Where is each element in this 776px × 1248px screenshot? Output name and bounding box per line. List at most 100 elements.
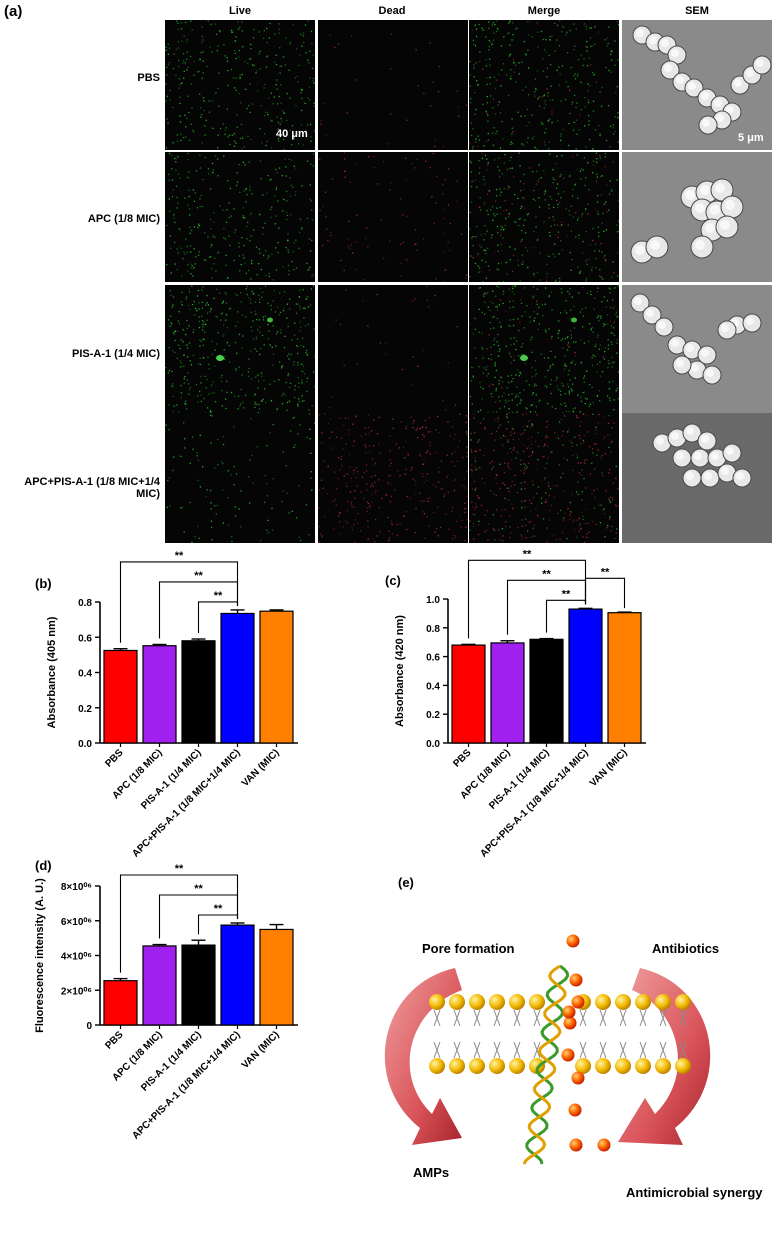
lipid-head — [529, 1058, 545, 1074]
image-merge-row4 — [469, 413, 619, 543]
significance-bracket — [584, 577, 626, 609]
lipid-head — [615, 994, 631, 1010]
lipid-head — [635, 994, 651, 1010]
lipid-tail — [536, 1041, 541, 1059]
y-tick-label: 0.4 — [426, 681, 440, 692]
lipid-tail — [682, 1041, 687, 1059]
antibiotic-molecule — [566, 934, 580, 948]
lipid-tail — [602, 1041, 607, 1059]
y-tick-label: 0.0 — [426, 739, 440, 750]
lipid-tail — [622, 1041, 627, 1059]
significance-label: ** — [194, 883, 203, 895]
bar-b-4 — [259, 610, 294, 744]
significance-bracket — [197, 914, 239, 935]
y-tick-label: 2×10⁰⁶ — [61, 986, 92, 997]
significance-label: ** — [562, 588, 571, 600]
lipid-head — [615, 1058, 631, 1074]
y-tick-label: 0.8 — [78, 598, 92, 609]
col-header-merge: Merge — [527, 5, 561, 17]
bar-d-3 — [220, 924, 255, 1026]
row-label-pbs: PBS — [137, 72, 160, 84]
bar-c-0 — [451, 644, 486, 744]
antibiotic-molecule — [569, 1138, 583, 1152]
lipid-head — [509, 1058, 525, 1074]
image-sem-row2 — [622, 152, 772, 282]
significance-label: ** — [542, 568, 551, 580]
scale-bar-sem: 5 μm — [738, 132, 764, 144]
image-live-row3 — [165, 285, 315, 415]
lipid-head — [489, 994, 505, 1010]
antibiotic-molecule — [562, 1005, 576, 1019]
image-merge-row1 — [469, 20, 619, 150]
y-tick-label: 6×10⁰⁶ — [61, 917, 92, 928]
lipid-tail — [582, 1009, 587, 1027]
image-dead-row1 — [318, 20, 468, 150]
image-dead-row3 — [318, 285, 468, 415]
lipid-head — [675, 994, 691, 1010]
significance-label: ** — [523, 548, 532, 560]
image-live-row1 — [165, 20, 315, 150]
lipid-head — [529, 994, 545, 1010]
lipid-head — [595, 994, 611, 1010]
lipid-tail — [622, 1009, 627, 1027]
right-curved-arrow — [618, 968, 711, 1145]
lipid-tail — [456, 1009, 461, 1027]
amps-label: AMPs — [413, 1165, 450, 1180]
col-header-dead: Dead — [378, 5, 406, 17]
panel-d-label: (d) — [35, 858, 52, 873]
lipid-tail — [496, 1041, 501, 1059]
lipid-tail — [662, 1041, 667, 1059]
antibiotic-molecule — [569, 973, 583, 987]
y-tick-label: 0.0 — [78, 739, 92, 750]
pore-formation-label: Pore formation — [422, 941, 515, 956]
antibiotic-molecule — [568, 1103, 582, 1117]
y-tick-label: 0.8 — [426, 624, 440, 635]
significance-label: ** — [175, 863, 184, 875]
y-axis-label: Absorbance (405 nm) — [46, 616, 58, 728]
panel-c-label: (c) — [385, 573, 401, 588]
lipid-tail — [582, 1041, 587, 1059]
image-live-row2 — [165, 152, 315, 282]
image-merge-row3 — [469, 285, 619, 415]
significance-bracket — [158, 894, 239, 939]
image-live-row4 — [165, 413, 315, 543]
bar-c-2 — [529, 638, 564, 744]
y-tick-label: 0.6 — [426, 653, 440, 664]
helix-strand-yellow — [522, 964, 567, 1165]
y-axis-label: Fluorescence intensity (A. U.) — [34, 878, 46, 1033]
lipid-tail — [682, 1009, 687, 1027]
antibiotics-label: Antibiotics — [652, 941, 720, 956]
lipid-tail — [476, 1041, 481, 1059]
lipid-head — [635, 1058, 651, 1074]
scale-bar-fluorescence: 40 μm — [276, 128, 308, 140]
image-dead-row2 — [318, 152, 468, 282]
lipid-head — [469, 994, 485, 1010]
y-tick-label: 4×10⁰⁶ — [61, 952, 92, 963]
chart-d: (d) 0 2×10⁰⁶ 4×10⁰⁶ 6×10⁰⁶ 8×10⁰⁶ Fluorescence… — [34, 858, 298, 1142]
significance-label: ** — [194, 570, 203, 582]
panel-a-label: (a) — [4, 3, 23, 20]
y-tick-label: 0.6 — [78, 633, 92, 644]
lipid-head — [489, 1058, 505, 1074]
significance-label: ** — [214, 903, 223, 915]
lipid-tail — [496, 1009, 501, 1027]
lipid-tail — [456, 1041, 461, 1059]
significance-label: ** — [175, 550, 184, 562]
col-header-live: Live — [228, 5, 251, 17]
lipid-tail — [476, 1009, 481, 1027]
lipid-head — [655, 1058, 671, 1074]
helix-strand-green — [525, 964, 570, 1165]
antibiotic-molecule — [571, 1071, 585, 1085]
lipid-head — [575, 1058, 591, 1074]
y-tick-label: 0.2 — [426, 710, 440, 721]
lipid-head — [509, 994, 525, 1010]
y-tick-label: 0.2 — [78, 704, 92, 715]
image-dead-row4 — [318, 413, 468, 543]
panel-e-label: (e) — [398, 875, 414, 890]
row-label-pis: PIS-A-1 (1/4 MIC) — [71, 348, 160, 360]
lipid-head — [595, 1058, 611, 1074]
significance-label: ** — [214, 590, 223, 602]
y-tick-label: 0.4 — [78, 669, 92, 680]
y-tick-label: 1.0 — [426, 595, 440, 606]
